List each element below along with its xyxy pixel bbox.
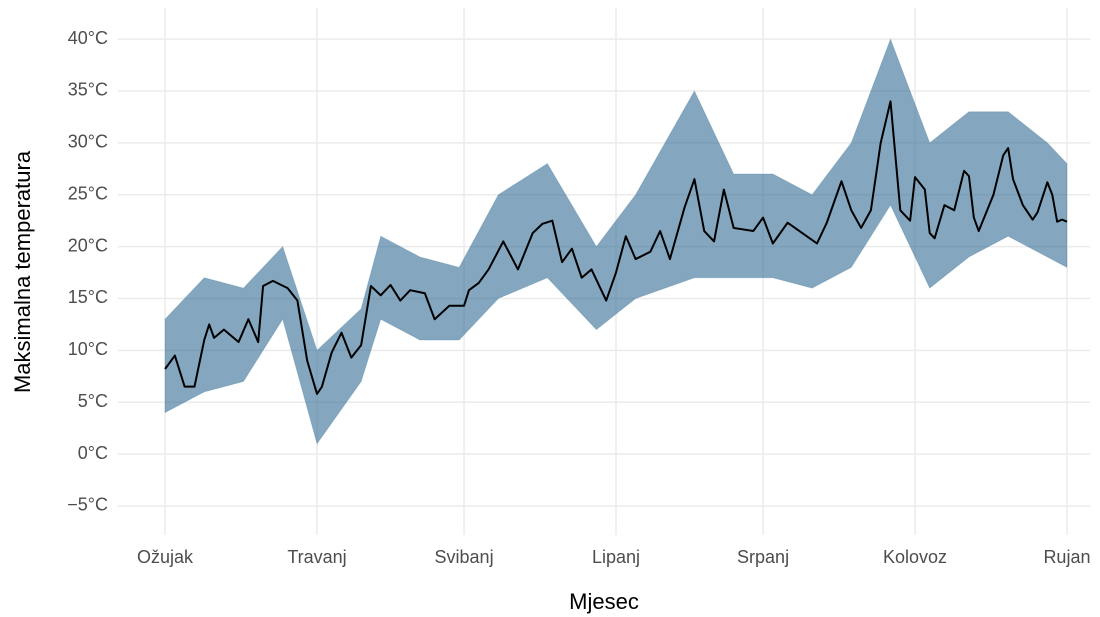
x-tick-label: Kolovoz: [883, 547, 947, 567]
y-tick-label: 30°C: [68, 132, 108, 152]
x-tick-label: Srpanj: [737, 547, 789, 567]
x-tick-label: Rujan: [1043, 547, 1090, 567]
y-tick-label: 0°C: [78, 443, 108, 463]
y-tick-label: −5°C: [67, 495, 108, 515]
y-tick-label: 25°C: [68, 183, 108, 203]
x-tick-label: Ožujak: [137, 547, 194, 567]
x-axis-title: Mjesec: [569, 589, 639, 614]
y-tick-label: 35°C: [68, 80, 108, 100]
x-tick-label: Svibanj: [435, 547, 494, 567]
x-tick-label: Travanj: [287, 547, 346, 567]
x-tick-label: Lipanj: [592, 547, 640, 567]
y-tick-label: 15°C: [68, 287, 108, 307]
y-axis-title: Maksimalna temperatura: [10, 150, 35, 393]
y-tick-label: 10°C: [68, 339, 108, 359]
y-tick-label: 40°C: [68, 28, 108, 48]
ensemble-band: [164, 37, 1068, 445]
y-tick-label: 5°C: [78, 391, 108, 411]
y-tick-label: 20°C: [68, 235, 108, 255]
mean-line: [164, 100, 1068, 395]
